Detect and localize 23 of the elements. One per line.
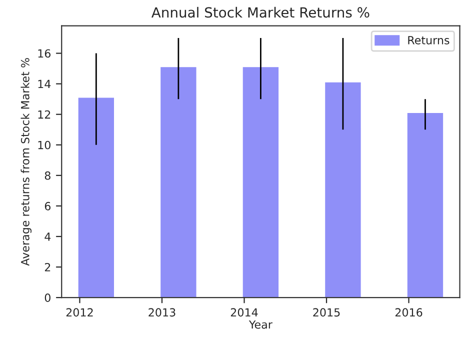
y-axis-title: Average returns from Stock Market %	[20, 58, 32, 266]
y-tick-label: 8	[44, 171, 50, 180]
legend-label: Returns	[408, 36, 450, 44]
x-axis-title: Year	[248, 320, 272, 329]
x-tick-label: 2016	[395, 308, 422, 317]
x-tick-label: 2014	[230, 308, 258, 317]
y-tick-label: 4	[44, 232, 51, 241]
x-tick-label: 2013	[148, 308, 176, 317]
x-tick-label: 2012	[66, 308, 93, 317]
bar	[325, 82, 361, 298]
y-tick-label: 12	[38, 110, 50, 119]
x-tick-label: 2015	[313, 308, 340, 317]
y-tick-label: 6	[44, 202, 51, 210]
bar	[407, 112, 444, 298]
y-tick-label: 0	[44, 294, 50, 302]
bar	[242, 67, 279, 298]
y-tick-label: 2	[44, 263, 50, 272]
y-tick-label: 10	[38, 140, 50, 150]
chart-title: Annual Stock Market Returns %	[151, 6, 370, 18]
bar	[160, 67, 196, 298]
y-tick-label: 16	[38, 49, 51, 58]
bar	[78, 98, 114, 298]
y-tick-label: 14	[38, 80, 51, 88]
